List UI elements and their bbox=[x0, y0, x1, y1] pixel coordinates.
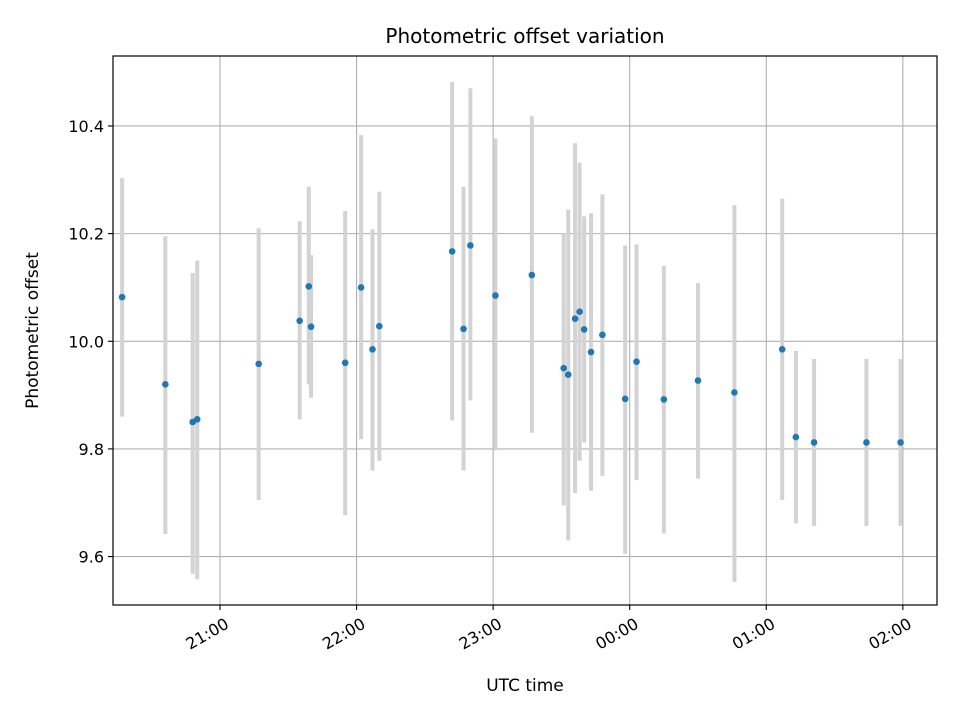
data-point bbox=[305, 283, 312, 290]
data-point bbox=[661, 396, 668, 403]
data-point bbox=[308, 323, 315, 330]
data-point bbox=[731, 389, 738, 396]
data-point bbox=[599, 332, 606, 339]
data-point bbox=[119, 294, 126, 301]
data-point bbox=[793, 434, 800, 441]
data-point bbox=[572, 315, 579, 322]
data-point bbox=[467, 242, 474, 249]
data-point bbox=[358, 284, 365, 291]
data-point bbox=[622, 396, 629, 403]
data-point bbox=[376, 323, 383, 330]
data-point bbox=[529, 272, 536, 279]
chart-title: Photometric offset variation bbox=[385, 24, 664, 48]
x-axis-title: UTC time bbox=[486, 676, 564, 696]
data-point bbox=[565, 371, 572, 378]
data-point bbox=[779, 346, 786, 353]
y-tick-label: 9.6 bbox=[79, 548, 104, 567]
data-point bbox=[897, 439, 904, 446]
y-tick-label: 10.2 bbox=[68, 225, 104, 244]
data-point bbox=[581, 326, 588, 333]
data-point bbox=[255, 361, 262, 368]
data-point bbox=[695, 377, 702, 384]
data-point bbox=[588, 349, 595, 356]
chart: 21:00 22:00 23:00 00:00 01:00 02:00 9.69.810.… bbox=[0, 0, 960, 720]
y-tick-label: 10.0 bbox=[68, 332, 104, 351]
data-point bbox=[811, 439, 818, 446]
data-point bbox=[560, 365, 567, 372]
data-point bbox=[194, 416, 201, 423]
y-axis-title: Photometric offset bbox=[23, 252, 43, 409]
data-point bbox=[162, 381, 169, 388]
data-point bbox=[863, 439, 870, 446]
data-point bbox=[460, 326, 467, 333]
data-point bbox=[296, 318, 303, 325]
y-tick-label: 10.4 bbox=[68, 117, 104, 136]
data-point bbox=[449, 248, 456, 255]
y-tick-label: 9.8 bbox=[79, 440, 104, 459]
data-point bbox=[576, 308, 583, 315]
data-point bbox=[492, 292, 499, 299]
data-point bbox=[342, 359, 349, 366]
data-point bbox=[369, 346, 376, 353]
data-point bbox=[633, 358, 640, 365]
